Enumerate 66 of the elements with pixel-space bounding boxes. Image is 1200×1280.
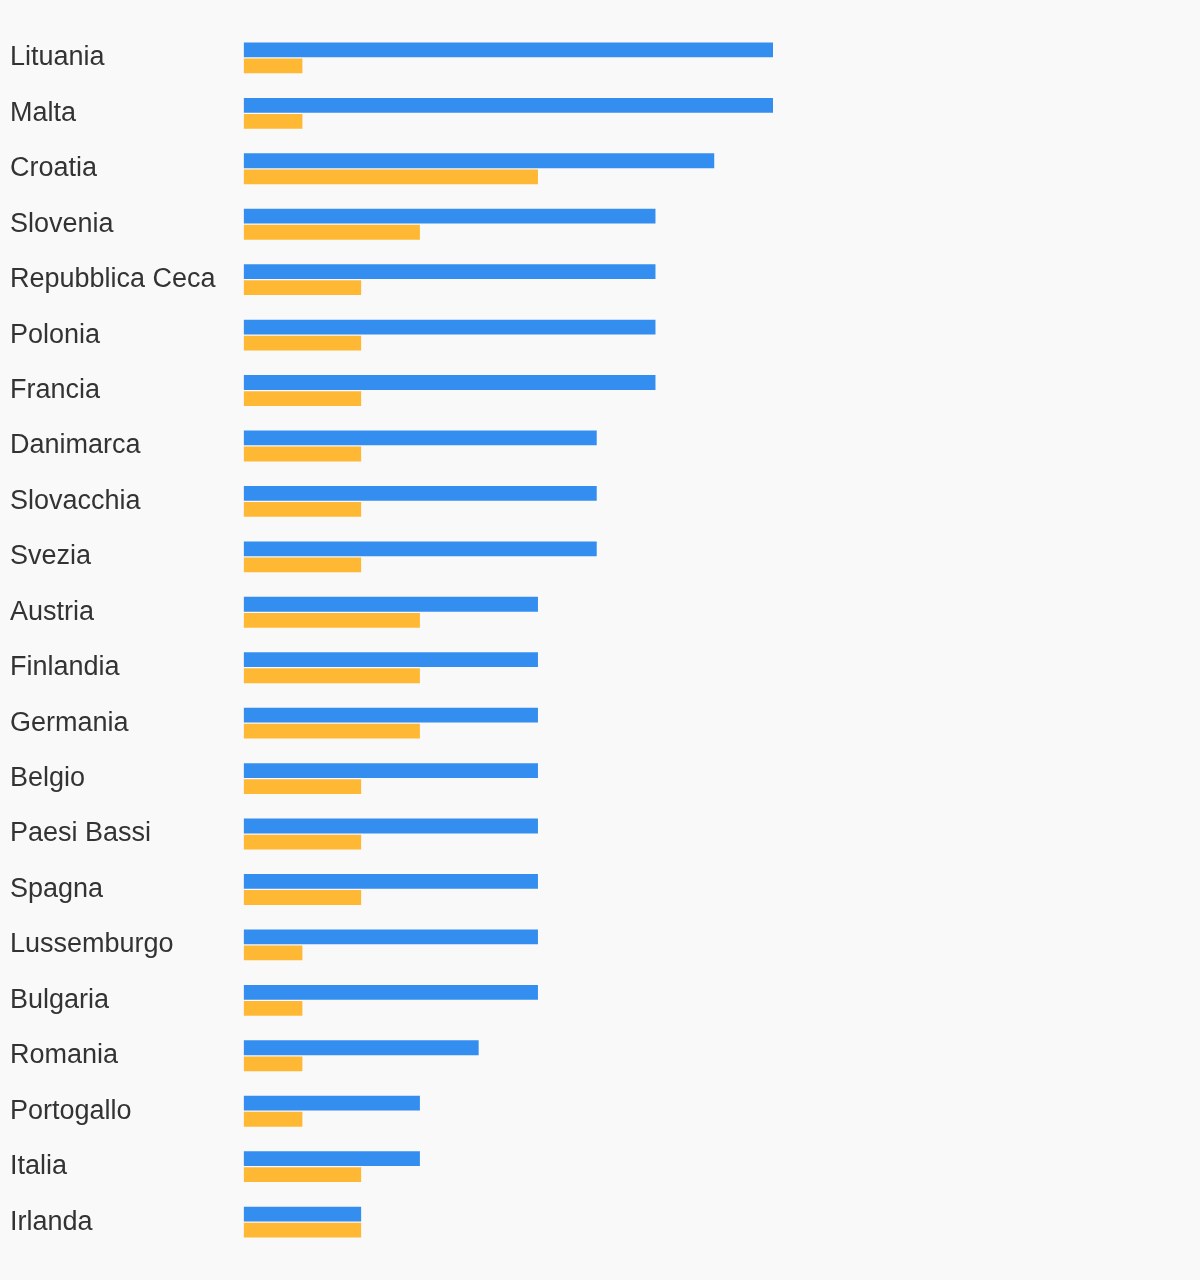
bar — [243, 58, 303, 74]
bar — [243, 541, 597, 557]
bar — [243, 264, 656, 280]
bar — [243, 42, 773, 58]
bar — [243, 97, 773, 113]
bar — [243, 945, 303, 961]
y-tick-label: Francia — [10, 373, 102, 404]
bar — [243, 391, 362, 406]
bar — [243, 1056, 303, 1072]
bar — [243, 652, 538, 668]
bar — [243, 169, 538, 185]
y-tick-label: Spagna — [10, 872, 105, 903]
bar — [243, 375, 656, 390]
bar — [243, 1000, 303, 1016]
bar — [243, 890, 362, 905]
bar — [243, 1206, 362, 1222]
bar — [243, 1040, 479, 1056]
y-tick-label: Polonia — [10, 318, 102, 349]
bar — [243, 208, 656, 224]
bar — [243, 485, 597, 501]
bar — [243, 984, 538, 1000]
bar — [243, 596, 538, 612]
bar — [243, 874, 538, 889]
bar — [243, 763, 538, 778]
bar — [243, 153, 715, 169]
y-tick-label: Danimarca — [10, 429, 142, 460]
bar — [243, 668, 420, 684]
bar — [243, 723, 420, 739]
bar — [243, 1222, 362, 1238]
y-tick-label: Repubblica Ceca — [10, 263, 217, 294]
y-tick-label: Finlandia — [10, 651, 121, 682]
y-tick-label: Bulgaria — [10, 983, 111, 1014]
bar — [243, 1167, 362, 1183]
bar — [243, 114, 303, 129]
y-tick-label: Irlanda — [10, 1205, 94, 1236]
y-tick-label: Romania — [10, 1039, 120, 1070]
bar — [243, 1151, 420, 1166]
y-tick-label: Svezia — [10, 540, 93, 571]
bar — [243, 224, 420, 240]
bar — [243, 335, 362, 351]
bar — [243, 779, 362, 795]
y-tick-label: Slovacchia — [10, 484, 142, 515]
bar — [243, 929, 538, 945]
bar — [243, 707, 538, 723]
y-tick-label: Slovenia — [10, 207, 115, 238]
bar — [243, 818, 538, 834]
bar — [243, 834, 362, 850]
y-tick-label: Italia — [10, 1150, 69, 1181]
bar — [243, 319, 656, 335]
y-tick-label: Paesi Bassi — [10, 817, 152, 848]
bar — [243, 1111, 303, 1127]
bar — [243, 557, 362, 573]
bar — [243, 612, 420, 628]
bar — [243, 280, 362, 296]
bar — [243, 446, 362, 462]
bar — [243, 430, 597, 446]
y-tick-label: Croatia — [10, 152, 99, 183]
y-tick-label: Malta — [10, 96, 78, 127]
y-tick-label: Austria — [10, 595, 96, 626]
y-tick-label: Lussemburgo — [10, 928, 174, 959]
y-tick-label: Lituania — [10, 41, 106, 72]
y-tick-label: Germania — [10, 706, 130, 737]
y-tick-label: Portogallo — [10, 1094, 132, 1125]
bar — [243, 1095, 420, 1111]
bar — [243, 502, 362, 517]
y-tick-label: Belgio — [10, 762, 86, 793]
